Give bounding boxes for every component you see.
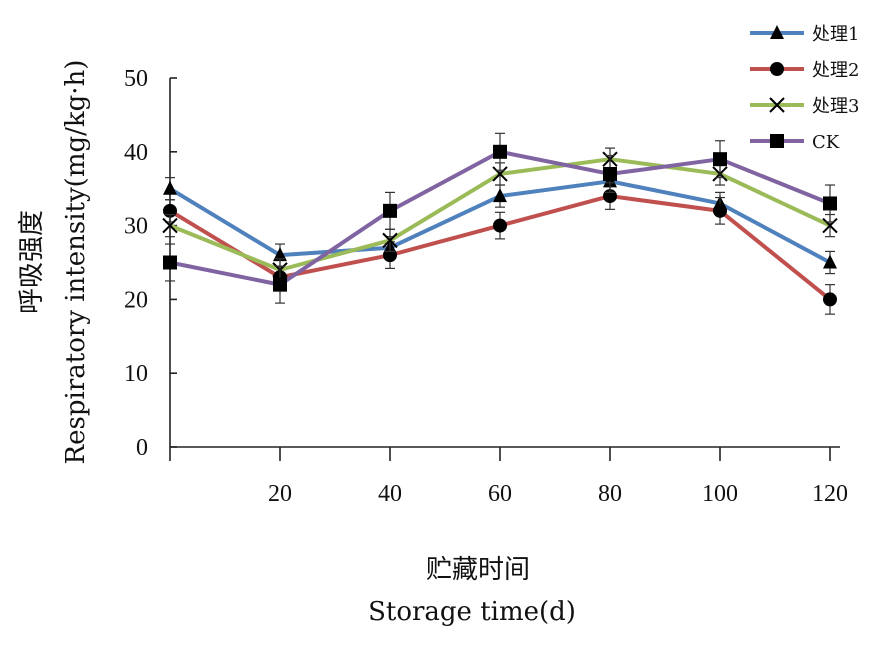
square-marker (770, 134, 784, 148)
x-marker-stroke (382, 232, 398, 249)
circle-marker (823, 292, 837, 307)
y-tick-label: 30 (124, 214, 148, 240)
x-marker-stroke (769, 97, 785, 113)
square-marker (273, 277, 287, 292)
y-axis-title-cn: 呼吸强度 (17, 210, 47, 314)
x-marker-stroke (492, 166, 508, 182)
x-tick-label: 40 (378, 481, 402, 507)
square-marker (823, 196, 837, 211)
y-tick-label: 40 (124, 140, 148, 166)
x-marker-stroke (162, 217, 178, 234)
triangle-marker (823, 254, 837, 269)
square-marker (383, 203, 397, 218)
x-marker-stroke (822, 217, 838, 234)
legend-label: 处理3 (812, 96, 859, 117)
legend-item: 处理2 (750, 60, 859, 81)
legend-label: 处理1 (812, 24, 859, 45)
y-tick-label: 10 (124, 361, 148, 387)
x-marker (492, 166, 508, 182)
x-marker (382, 232, 398, 249)
y-tick-label: 0 (136, 435, 148, 461)
y-ticks: 0 10 20 30 40 50 (124, 66, 177, 461)
legend: 处理1 处理2 处理3 CK (750, 24, 859, 153)
y-axis-title-en: Respiratory intensity(mg/kg·h) (61, 60, 91, 465)
triangle-marker (273, 247, 287, 262)
x-axis-title-en: Storage time(d) (368, 597, 576, 627)
x-tick-label: 20 (268, 481, 292, 507)
x-tick-label: 80 (598, 481, 622, 507)
triangle-marker (493, 188, 507, 203)
legend-label: CK (812, 132, 840, 153)
x-tick-label: 120 (812, 481, 848, 507)
x-tick-label: 60 (488, 481, 512, 507)
x-ticks: 20 40 60 80 100 120 (169, 447, 848, 507)
square-marker (163, 255, 177, 270)
x-marker (822, 217, 838, 234)
x-axis-title-cn: 贮藏时间 (426, 555, 530, 585)
circle-marker (770, 62, 784, 76)
y-tick-label: 50 (124, 66, 148, 92)
series-layer (162, 132, 838, 315)
legend-label: 处理2 (812, 60, 859, 81)
triangle-marker (163, 180, 177, 195)
legend-item: 处理1 (750, 24, 859, 45)
legend-item: CK (750, 132, 840, 153)
triangle-marker (770, 25, 784, 39)
square-marker (713, 152, 727, 167)
y-tick-label: 20 (124, 287, 148, 313)
series-4 (163, 132, 837, 304)
square-marker (493, 144, 507, 159)
circle-marker (493, 218, 507, 233)
x-marker (162, 217, 178, 234)
square-marker (603, 166, 617, 181)
x-marker (769, 97, 785, 113)
legend-item: 处理3 (750, 96, 859, 117)
circle-marker (713, 203, 727, 218)
x-tick-label: 100 (702, 481, 738, 507)
